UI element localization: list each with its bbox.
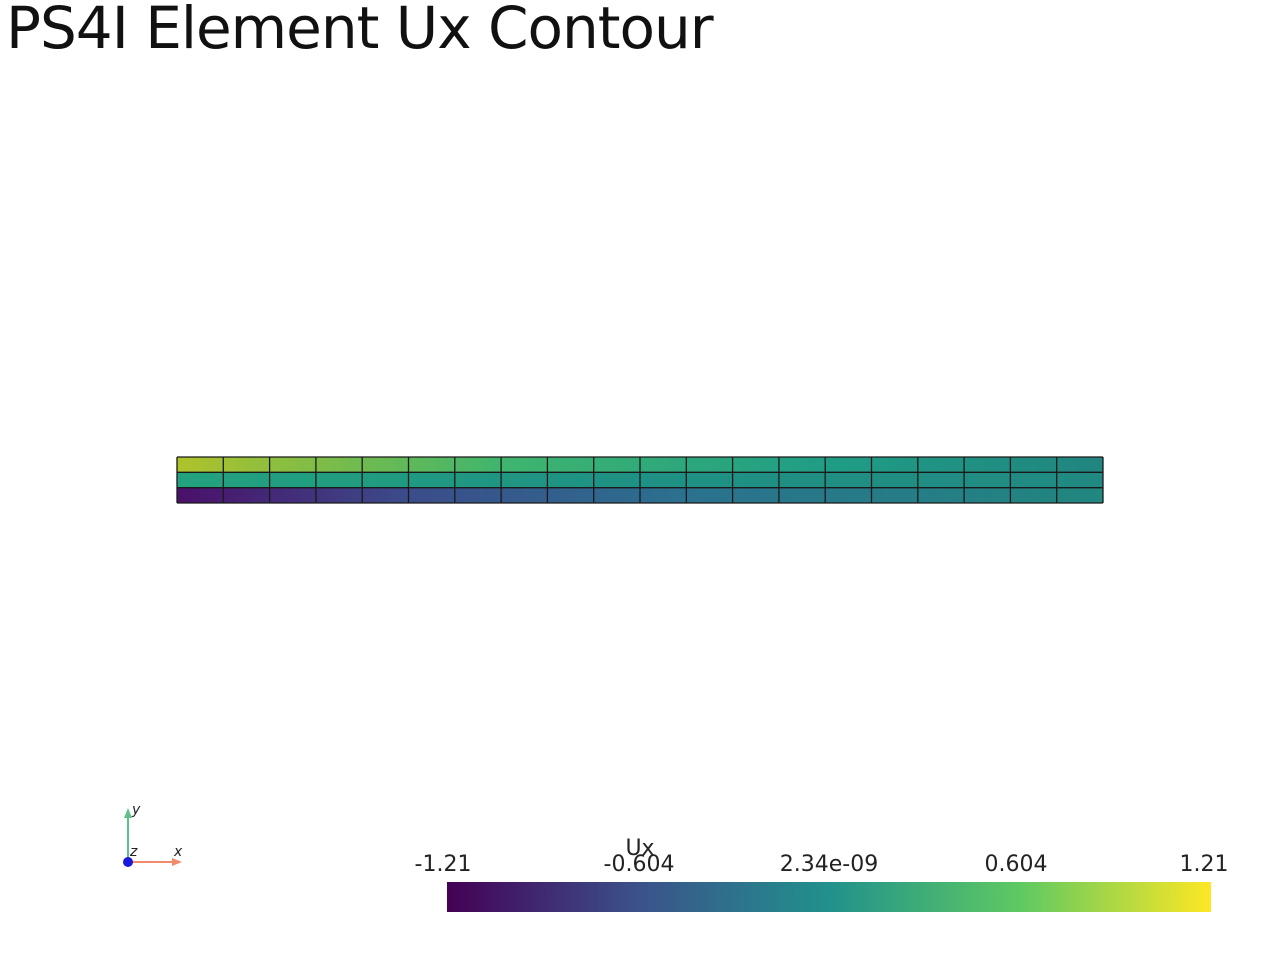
colorbar: [447, 882, 1211, 912]
colorbar-tick: 2.34e-09: [779, 852, 879, 877]
colorbar-tick: 1.21: [1179, 852, 1229, 877]
colorbar-tick: -0.604: [603, 852, 675, 877]
axis-z-label: z: [130, 844, 138, 860]
colorbar-tick: -1.21: [414, 852, 472, 877]
orientation-axes-icon: [123, 808, 182, 867]
beam-mesh: [176, 456, 1104, 504]
colorbar-tick: 0.604: [984, 852, 1048, 877]
page-title: PS4I Element Ux Contour: [6, 0, 714, 62]
axis-y-label: y: [132, 802, 141, 818]
colorbar-ticks: -1.21 -0.604 2.34e-09 0.604 1.21: [0, 852, 1280, 882]
axis-x-label: x: [174, 844, 183, 860]
orientation-axes: y x z: [110, 800, 200, 880]
